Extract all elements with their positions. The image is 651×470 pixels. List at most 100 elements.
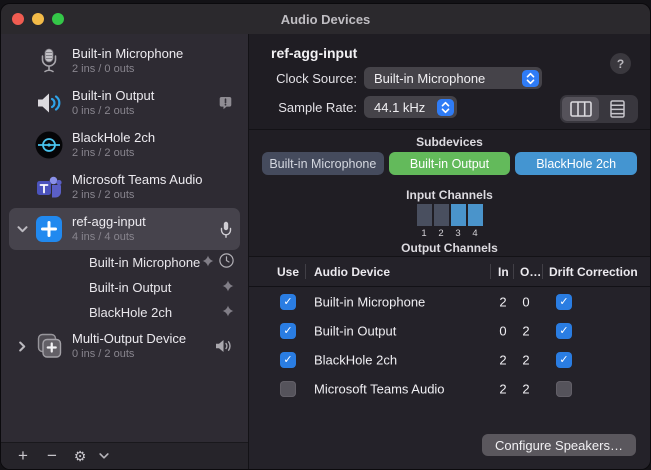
subdevice-pill-built-in-microphone[interactable]: Built-in Microphone bbox=[262, 152, 384, 175]
speaker-indicator-icon bbox=[215, 339, 232, 353]
sidebar-item-microsoft-teams-audio[interactable]: Microsoft Teams Audio 2 ins / 2 outs bbox=[9, 166, 240, 208]
column-separator bbox=[542, 264, 543, 279]
device-detail: 4 ins / 4 outs bbox=[72, 231, 220, 244]
clock-source-icon bbox=[219, 253, 234, 273]
table-header: Use Audio Device In O… Drift Correction bbox=[249, 257, 650, 287]
titlebar[interactable]: Audio Devices bbox=[1, 4, 650, 35]
column-header-in: In bbox=[498, 265, 509, 279]
device-name: Built-in Output bbox=[72, 88, 219, 104]
detail-header: ref-agg-input ? Clock Source: Built-in M… bbox=[249, 34, 650, 130]
device-detail: 2 ins / 2 outs bbox=[72, 147, 232, 160]
device-name: Multi-Output Device bbox=[72, 331, 215, 347]
device-detail: 0 ins / 2 outs bbox=[72, 105, 219, 118]
chevron-down-icon[interactable] bbox=[9, 226, 35, 233]
channels-section: Subdevices Built-in Microphone Built-in … bbox=[249, 130, 650, 257]
drift-correction-checkbox[interactable] bbox=[556, 323, 572, 339]
drift-correction-checkbox[interactable] bbox=[556, 294, 572, 310]
sidebar-toolbar: + − ⚙ bbox=[1, 442, 248, 469]
zoom-button[interactable] bbox=[52, 13, 64, 25]
stepper-icon bbox=[437, 99, 454, 116]
column-header-drift-correction: Drift Correction bbox=[549, 265, 638, 279]
signal-spark-icon bbox=[222, 279, 234, 297]
device-detail: 2 ins / 0 outs bbox=[72, 63, 232, 76]
clock-source-select[interactable]: Built-in Microphone bbox=[364, 67, 542, 89]
sidebar-item-blackhole-2ch[interactable]: BlackHole 2ch 2 ins / 2 outs bbox=[9, 124, 240, 166]
actions-chevron-down-icon[interactable] bbox=[93, 453, 115, 459]
stepper-icon bbox=[522, 70, 539, 87]
window-title: Audio Devices bbox=[281, 12, 371, 27]
alert-sound-icon bbox=[219, 96, 232, 110]
multi-output-device-icon bbox=[35, 332, 63, 360]
column-header-out: O… bbox=[520, 265, 541, 279]
device-detail: 0 ins / 2 outs bbox=[72, 348, 215, 361]
minimize-button[interactable] bbox=[32, 13, 44, 25]
view-rows-segment[interactable] bbox=[599, 97, 636, 121]
column-header-use: Use bbox=[277, 265, 299, 279]
drift-correction-checkbox[interactable] bbox=[556, 352, 572, 368]
sample-rate-select[interactable]: 44.1 kHz bbox=[364, 96, 457, 118]
microphone-indicator-icon bbox=[220, 221, 232, 238]
window-body: Built-in Microphone 2 ins / 0 outs Built… bbox=[1, 34, 650, 469]
table-row: BlackHole 2ch 2 2 bbox=[249, 345, 650, 374]
signal-spark-icon bbox=[222, 304, 234, 322]
device-name: Microsoft Teams Audio bbox=[72, 172, 232, 188]
signal-spark-icon bbox=[202, 254, 214, 272]
chevron-right-icon[interactable] bbox=[9, 341, 35, 352]
traffic-lights bbox=[12, 4, 64, 34]
sidebar-item-built-in-output[interactable]: Built-in Output 0 ins / 2 outs bbox=[9, 82, 240, 124]
column-header-audio-device: Audio Device bbox=[314, 265, 390, 279]
channel-cell[interactable] bbox=[434, 204, 449, 226]
device-sidebar: Built-in Microphone 2 ins / 0 outs Built… bbox=[1, 34, 249, 469]
drift-correction-checkbox[interactable] bbox=[556, 381, 572, 397]
subdevice-pill-built-in-output[interactable]: Built-in Output bbox=[389, 152, 511, 175]
sidebar-item-ref-agg-input[interactable]: ref-agg-input 4 ins / 4 outs bbox=[9, 208, 240, 250]
remove-device-button[interactable]: − bbox=[37, 446, 67, 466]
blackhole-device-icon bbox=[35, 131, 63, 159]
view-mode-segmented-control bbox=[560, 95, 638, 123]
aggregate-device-icon bbox=[35, 215, 63, 243]
audio-devices-window: Audio Devices Built-in Microphone 2 ins … bbox=[0, 3, 651, 470]
column-separator bbox=[305, 264, 306, 279]
subdevice-pills: Built-in Microphone Built-in Output Blac… bbox=[262, 152, 637, 175]
sidebar-item-built-in-microphone[interactable]: Built-in Microphone 2 ins / 0 outs bbox=[9, 40, 240, 82]
help-button[interactable]: ? bbox=[610, 53, 631, 74]
sidebar-subitem-built-in-microphone[interactable]: Built-in Microphone bbox=[1, 250, 248, 275]
sample-rate-label: Sample Rate: bbox=[249, 100, 357, 115]
use-checkbox[interactable] bbox=[280, 323, 296, 339]
column-separator bbox=[490, 264, 491, 279]
table-row: Built-in Output 0 2 bbox=[249, 316, 650, 345]
device-name: ref-agg-input bbox=[72, 214, 220, 230]
page-title: ref-agg-input bbox=[271, 45, 357, 61]
clock-source-label: Clock Source: bbox=[249, 71, 357, 86]
channel-cell[interactable] bbox=[451, 204, 466, 226]
use-checkbox[interactable] bbox=[280, 294, 296, 310]
speaker-device-icon bbox=[35, 89, 63, 117]
add-device-button[interactable]: + bbox=[9, 446, 37, 466]
table-row: Built-in Microphone 2 0 bbox=[249, 287, 650, 316]
teams-device-icon bbox=[35, 173, 63, 201]
output-channels-label: Output Channels bbox=[249, 241, 650, 255]
close-button[interactable] bbox=[12, 13, 24, 25]
device-name: Built-in Microphone bbox=[72, 46, 232, 62]
channel-numbers: 1 2 3 4 bbox=[249, 228, 650, 239]
sidebar-subitem-blackhole-2ch[interactable]: BlackHole 2ch bbox=[1, 300, 248, 325]
subdevice-pill-blackhole-2ch[interactable]: BlackHole 2ch bbox=[515, 152, 637, 175]
configure-speakers-button[interactable]: Configure Speakers… bbox=[482, 434, 636, 456]
column-separator bbox=[513, 264, 514, 279]
sidebar-subitem-built-in-output[interactable]: Built-in Output bbox=[1, 275, 248, 300]
table-row: Microsoft Teams Audio 2 2 bbox=[249, 374, 650, 403]
device-detail: 2 ins / 2 outs bbox=[72, 189, 232, 202]
subdevices-label: Subdevices bbox=[249, 135, 650, 149]
channel-cell[interactable] bbox=[468, 204, 483, 226]
use-checkbox[interactable] bbox=[280, 381, 296, 397]
sidebar-item-multi-output-device[interactable]: Multi-Output Device 0 ins / 2 outs bbox=[9, 325, 240, 367]
input-channels-label: Input Channels bbox=[249, 188, 650, 202]
device-name: BlackHole 2ch bbox=[72, 130, 232, 146]
device-detail-panel: ref-agg-input ? Clock Source: Built-in M… bbox=[249, 34, 650, 469]
use-checkbox[interactable] bbox=[280, 352, 296, 368]
microphone-device-icon bbox=[35, 47, 63, 75]
view-columns-segment[interactable] bbox=[562, 97, 599, 121]
channel-cell[interactable] bbox=[417, 204, 432, 226]
input-channel-strip bbox=[249, 204, 650, 226]
gear-icon[interactable]: ⚙ bbox=[67, 448, 93, 465]
